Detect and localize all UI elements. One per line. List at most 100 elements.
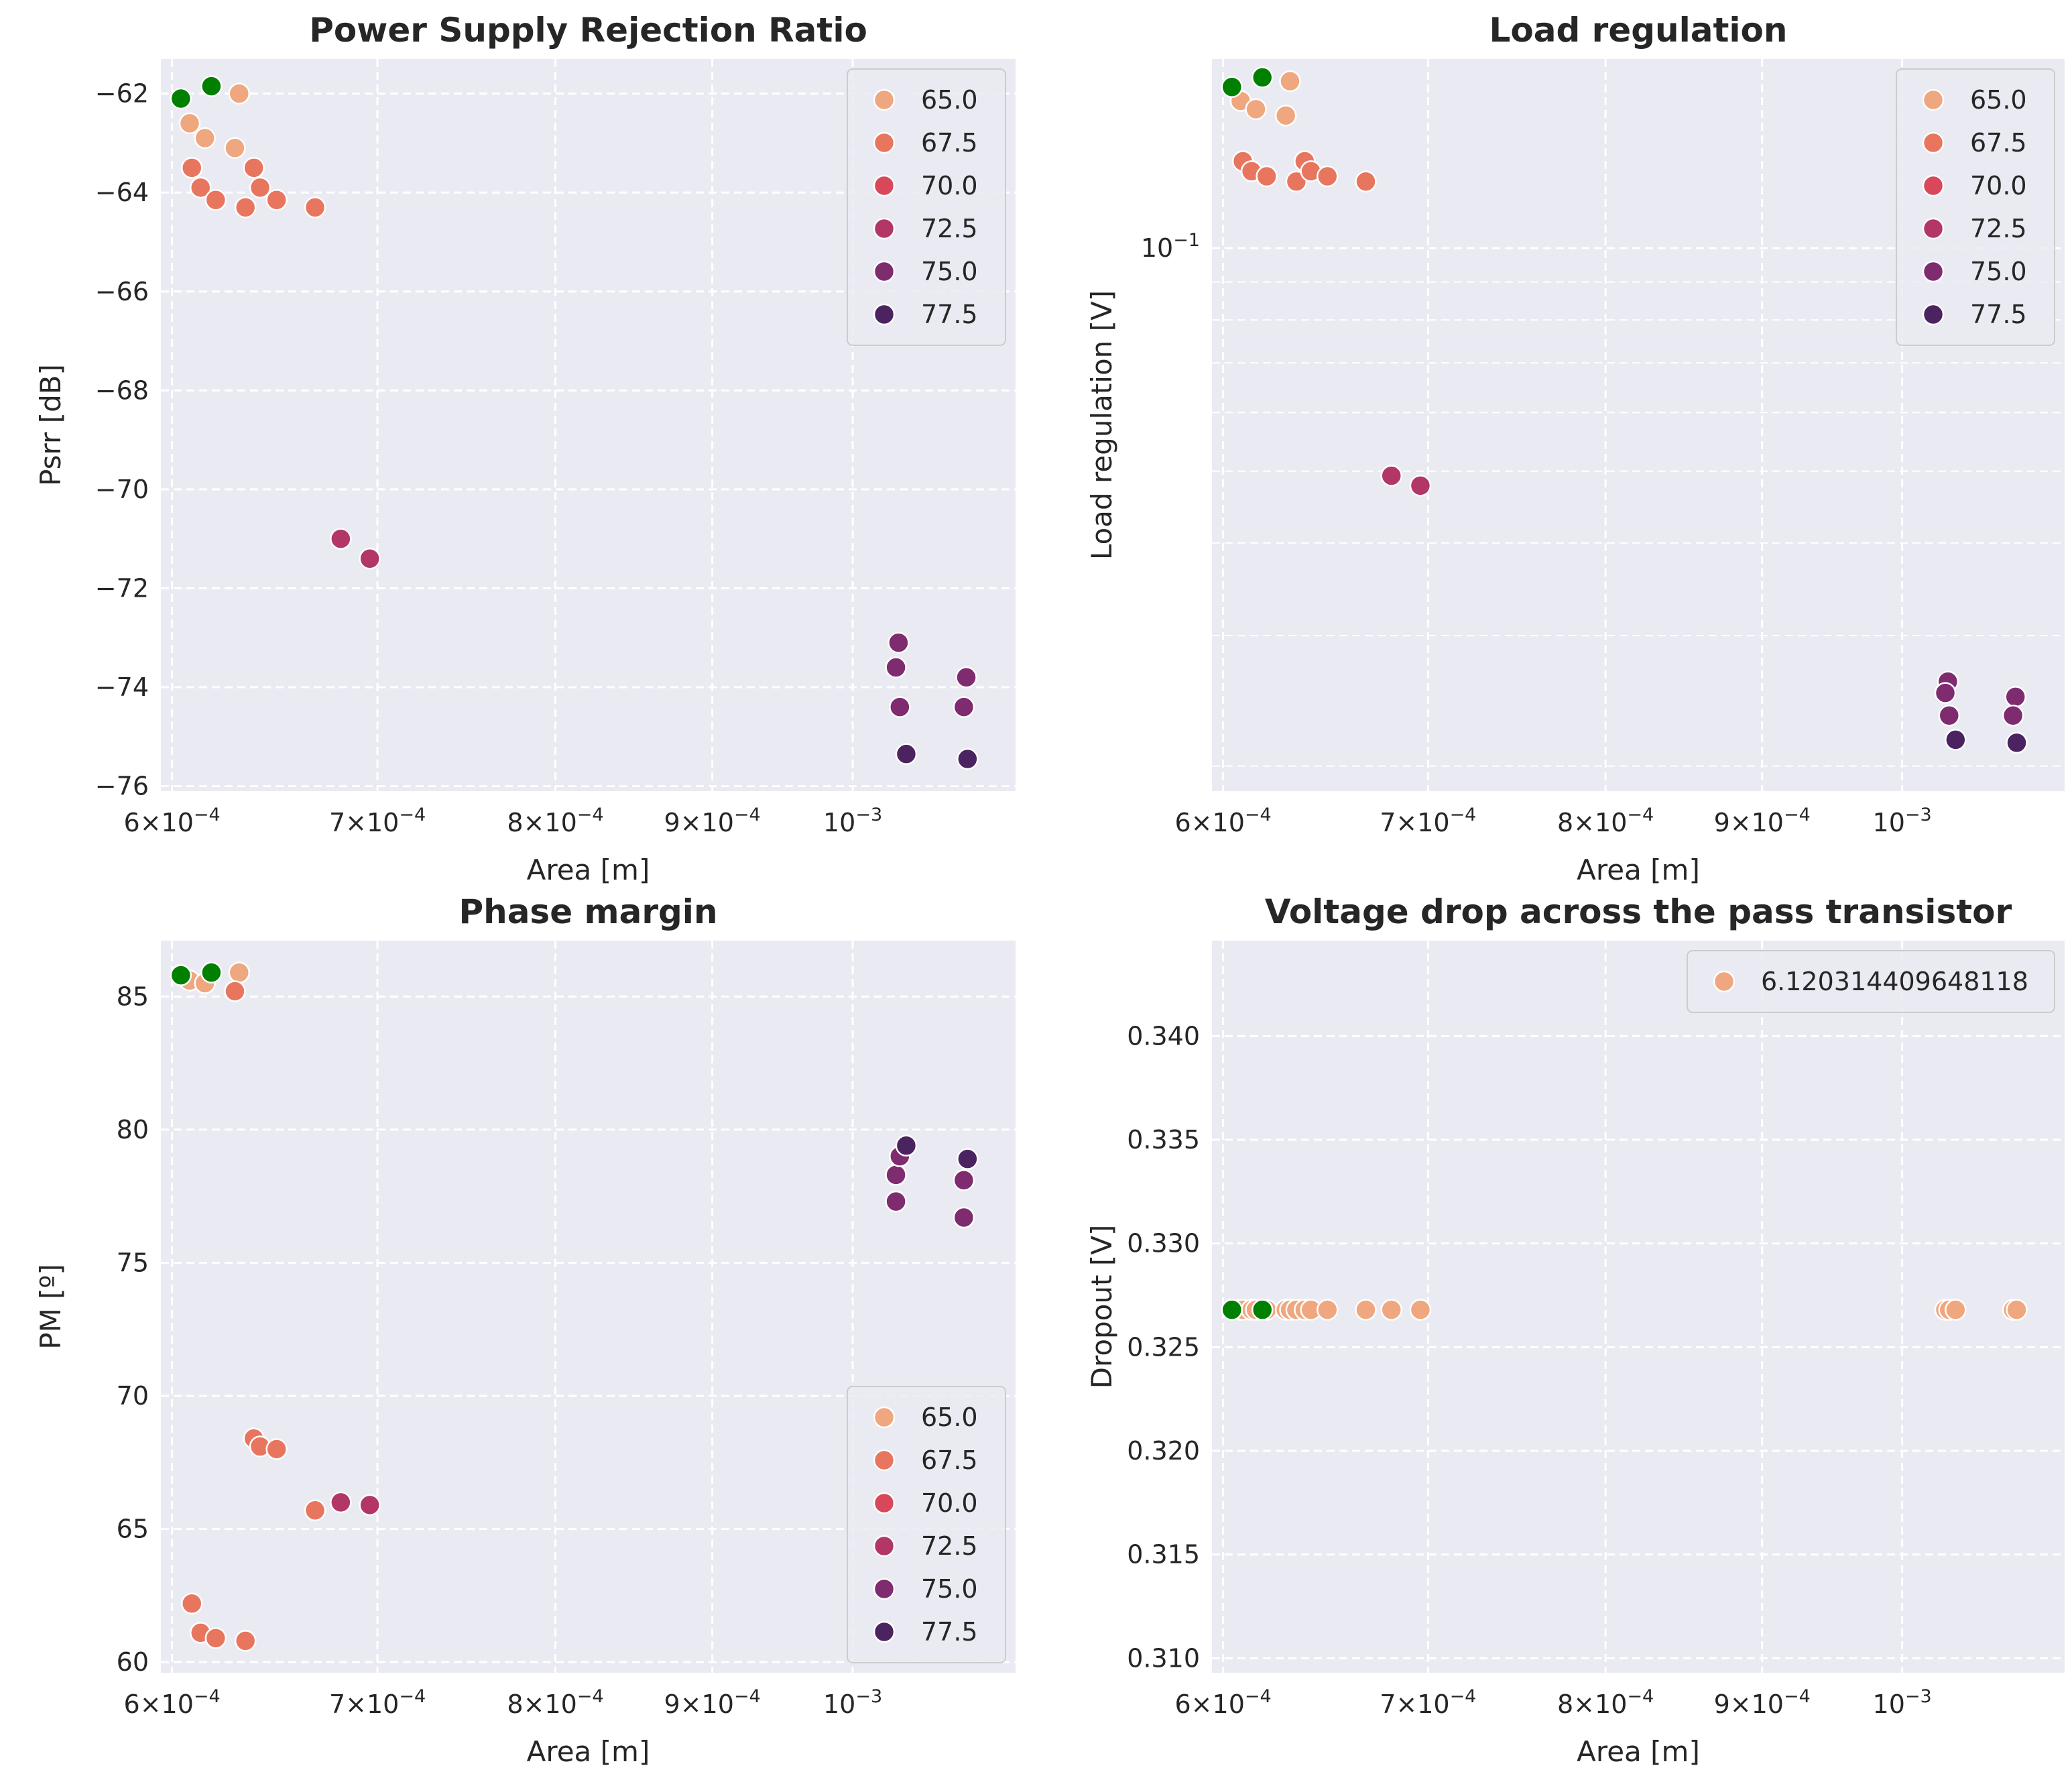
legend-marker bbox=[873, 303, 896, 326]
x-tick-label: 10−3 bbox=[1873, 1686, 1932, 1719]
y-tick-label: 70 bbox=[117, 1381, 149, 1411]
legend-marker bbox=[873, 131, 896, 154]
y-tick-label: 85 bbox=[117, 982, 149, 1011]
legend-label: 67.5 bbox=[1970, 128, 2027, 158]
data-point bbox=[200, 961, 223, 984]
x-tick-label: 7×10−4 bbox=[329, 1686, 426, 1719]
y-tick-label: 0.340 bbox=[1127, 1021, 1200, 1051]
y-tick-label: 65 bbox=[117, 1515, 149, 1544]
data-point bbox=[204, 189, 227, 211]
legend-label: 70.0 bbox=[1970, 171, 2027, 200]
data-point bbox=[194, 127, 216, 150]
y-tick-label: −68 bbox=[95, 375, 149, 405]
data-point bbox=[265, 1438, 288, 1460]
plot-area bbox=[1212, 941, 2065, 1673]
x-tick-label: 9×10−4 bbox=[664, 805, 761, 837]
legend-marker bbox=[873, 1492, 896, 1515]
y-axis-label: Load regulation [V] bbox=[1085, 290, 1118, 560]
data-point bbox=[1934, 682, 1957, 704]
legend-marker bbox=[1922, 174, 1945, 197]
chart-panel-4: 6×10−4 7×10−4 8×10−4 9×10−4 10−3 0.310 0.315 0.… bbox=[1085, 892, 2065, 1768]
data-point bbox=[249, 176, 271, 199]
data-point bbox=[359, 1494, 381, 1517]
data-point bbox=[2004, 686, 2026, 708]
y-tick-label: −66 bbox=[95, 277, 149, 306]
legend-label: 75.0 bbox=[921, 257, 978, 286]
data-point bbox=[189, 176, 212, 199]
data-point bbox=[1285, 170, 1308, 193]
legend-box bbox=[1687, 950, 2055, 1013]
y-axis-label: Psrr [dB] bbox=[34, 364, 67, 486]
legend-label: 65.0 bbox=[921, 1403, 978, 1432]
x-tick-label: 10−3 bbox=[1873, 805, 1932, 837]
y-tick-label: 0.315 bbox=[1127, 1540, 1200, 1570]
data-point bbox=[180, 1592, 203, 1615]
data-point bbox=[178, 112, 201, 135]
legend: 65.0 67.5 70.0 72.5 75.0 77.5 bbox=[847, 68, 1006, 346]
chart-title: Load regulation bbox=[1489, 11, 1788, 50]
data-point bbox=[957, 1148, 979, 1170]
chart-title: Phase margin bbox=[459, 892, 717, 931]
data-point bbox=[955, 666, 977, 689]
legend-label: 67.5 bbox=[921, 128, 978, 158]
legend-marker bbox=[873, 174, 896, 197]
data-point bbox=[1221, 1299, 1243, 1321]
x-tick-label: 8×10−4 bbox=[1557, 805, 1654, 837]
x-tick-label: 10−3 bbox=[823, 1686, 882, 1719]
legend-label: 77.5 bbox=[1970, 300, 2027, 329]
data-point bbox=[1355, 170, 1377, 193]
data-point bbox=[1409, 1299, 1432, 1321]
y-tick-label: −62 bbox=[95, 79, 149, 109]
x-tick-label: 8×10−4 bbox=[1557, 1686, 1654, 1719]
chart-title: Power Supply Rejection Ratio bbox=[309, 11, 867, 50]
y-tick-label: 75 bbox=[117, 1248, 149, 1277]
y-tick-label: 0.310 bbox=[1127, 1643, 1200, 1673]
data-point bbox=[330, 1491, 352, 1514]
legend-marker bbox=[873, 1449, 896, 1472]
legend-marker bbox=[873, 1620, 896, 1643]
legend-marker bbox=[1922, 260, 1945, 283]
data-point bbox=[1279, 70, 1301, 93]
data-point bbox=[2002, 704, 2024, 727]
data-point bbox=[1221, 76, 1243, 99]
y-axis-label: Dropout [V] bbox=[1085, 1225, 1118, 1389]
x-tick-label: 8×10−4 bbox=[507, 805, 603, 837]
legend-marker bbox=[873, 1406, 896, 1429]
legend: 65.0 67.5 70.0 72.5 75.0 77.5 bbox=[847, 1386, 1006, 1663]
x-tick-label: 9×10−4 bbox=[1714, 1686, 1811, 1719]
data-point bbox=[1945, 1299, 1967, 1321]
data-point bbox=[1317, 165, 1339, 188]
x-tick-label: 8×10−4 bbox=[507, 1686, 603, 1719]
x-tick-label: 10−3 bbox=[823, 805, 882, 837]
data-point bbox=[885, 656, 907, 678]
data-point bbox=[1380, 465, 1402, 487]
x-tick-label: 7×10−4 bbox=[1380, 805, 1476, 837]
legend-marker bbox=[873, 260, 896, 283]
x-axis-label: Area [m] bbox=[527, 1735, 650, 1768]
y-tick-label: −72 bbox=[95, 573, 149, 603]
data-point bbox=[1938, 704, 1961, 727]
chart-panel-1: 6×10−4 7×10−4 8×10−4 9×10−4 10−3 −62 −64 −66 −68… bbox=[34, 11, 1016, 886]
x-tick-label: 6×10−4 bbox=[1175, 805, 1272, 837]
legend-marker bbox=[1922, 303, 1945, 326]
y-tick-label: −70 bbox=[95, 475, 149, 504]
x-tick-label: 7×10−4 bbox=[329, 805, 426, 837]
y-tick-label: 0.335 bbox=[1127, 1125, 1200, 1155]
data-point bbox=[200, 75, 223, 97]
legend-label: 65.0 bbox=[921, 85, 978, 115]
data-point bbox=[1245, 98, 1267, 121]
data-point bbox=[359, 547, 381, 570]
data-point bbox=[895, 743, 918, 765]
legend-label: 77.5 bbox=[921, 1617, 978, 1647]
data-point bbox=[234, 1630, 257, 1652]
chart-panel-3: 6×10−4 7×10−4 8×10−4 9×10−4 10−3 60 65 70 75 80 85… bbox=[34, 892, 1016, 1768]
data-point bbox=[1380, 1299, 1402, 1321]
y-tick-label: 0.325 bbox=[1127, 1332, 1200, 1362]
legend-label: 65.0 bbox=[1970, 85, 2027, 115]
legend-marker bbox=[1922, 131, 1945, 154]
legend-label: 6.120314409648118 bbox=[1761, 967, 2028, 996]
x-tick-label: 6×10−4 bbox=[124, 805, 221, 837]
legend-marker bbox=[873, 1578, 896, 1600]
x-tick-label: 9×10−4 bbox=[1714, 805, 1811, 837]
